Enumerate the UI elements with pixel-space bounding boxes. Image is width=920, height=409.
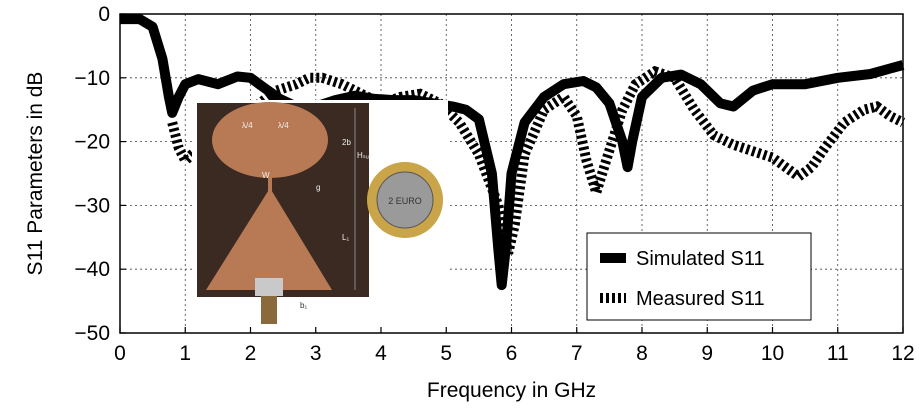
y-tick-label: −40: [74, 258, 110, 281]
photo-label-hsub: Hₛᵤᵇ: [357, 151, 372, 160]
y-tick-label: −10: [74, 67, 110, 90]
x-axis-label: Frequency in GHz: [427, 379, 596, 402]
series-layer: [120, 14, 906, 291]
x-tick-label: 6: [506, 342, 518, 365]
legend-label-simulated: Simulated S11: [636, 248, 765, 270]
antenna-photo-inset: λ/4 λ/4 2b Hₛᵤᵇ W g L₁ b₁ 2 EURO: [192, 100, 448, 330]
simulated-s11-line: [120, 14, 905, 291]
x-tick-label: 1: [179, 342, 191, 365]
x-tick-label: 5: [440, 342, 452, 365]
y-tick-label: −50: [74, 322, 110, 345]
x-tick-label: 7: [571, 342, 583, 365]
y-tick-label: −20: [74, 131, 110, 154]
antenna-photo: λ/4 λ/4 2b Hₛᵤᵇ W g L₁ b₁: [197, 102, 372, 324]
photo-label-lambda-left: λ/4: [242, 121, 253, 130]
y-tick-label: −30: [74, 194, 110, 217]
legend-label-measured: Measured S11: [636, 288, 765, 310]
legend-box: [586, 232, 812, 321]
x-tick-label: 10: [761, 342, 784, 365]
y-tick-label: 0: [98, 3, 110, 26]
x-tick-label: 3: [310, 342, 322, 365]
x-tick-label: 8: [636, 342, 648, 365]
x-tick-label: 12: [891, 342, 914, 365]
photo-label-g: g: [316, 183, 320, 192]
coin-icon: 2 EURO: [367, 162, 443, 238]
x-tick-label: 0: [114, 342, 126, 365]
x-tick-label: 4: [375, 342, 387, 365]
legend: Simulated S11 Measured S11: [586, 232, 812, 321]
photo-label-2b: 2b: [342, 138, 351, 147]
y-axis-label: S11 Parameters in dB: [24, 72, 47, 276]
x-tick-label: 9: [701, 342, 713, 365]
photo-label-l1: L₁: [342, 233, 349, 242]
x-tick-label: 2: [245, 342, 257, 365]
photo-label-lambda-right: λ/4: [278, 121, 289, 130]
x-tick-label: 11: [827, 342, 849, 365]
photo-label-w: W: [262, 171, 270, 180]
axis-ticks: 0 1 2 3 4 5 6 7 8 9 10 11 120−10−20−30−40−50: [74, 3, 914, 365]
photo-label-b1: b₁: [300, 301, 307, 310]
coin-label: 2 EURO: [388, 196, 422, 206]
